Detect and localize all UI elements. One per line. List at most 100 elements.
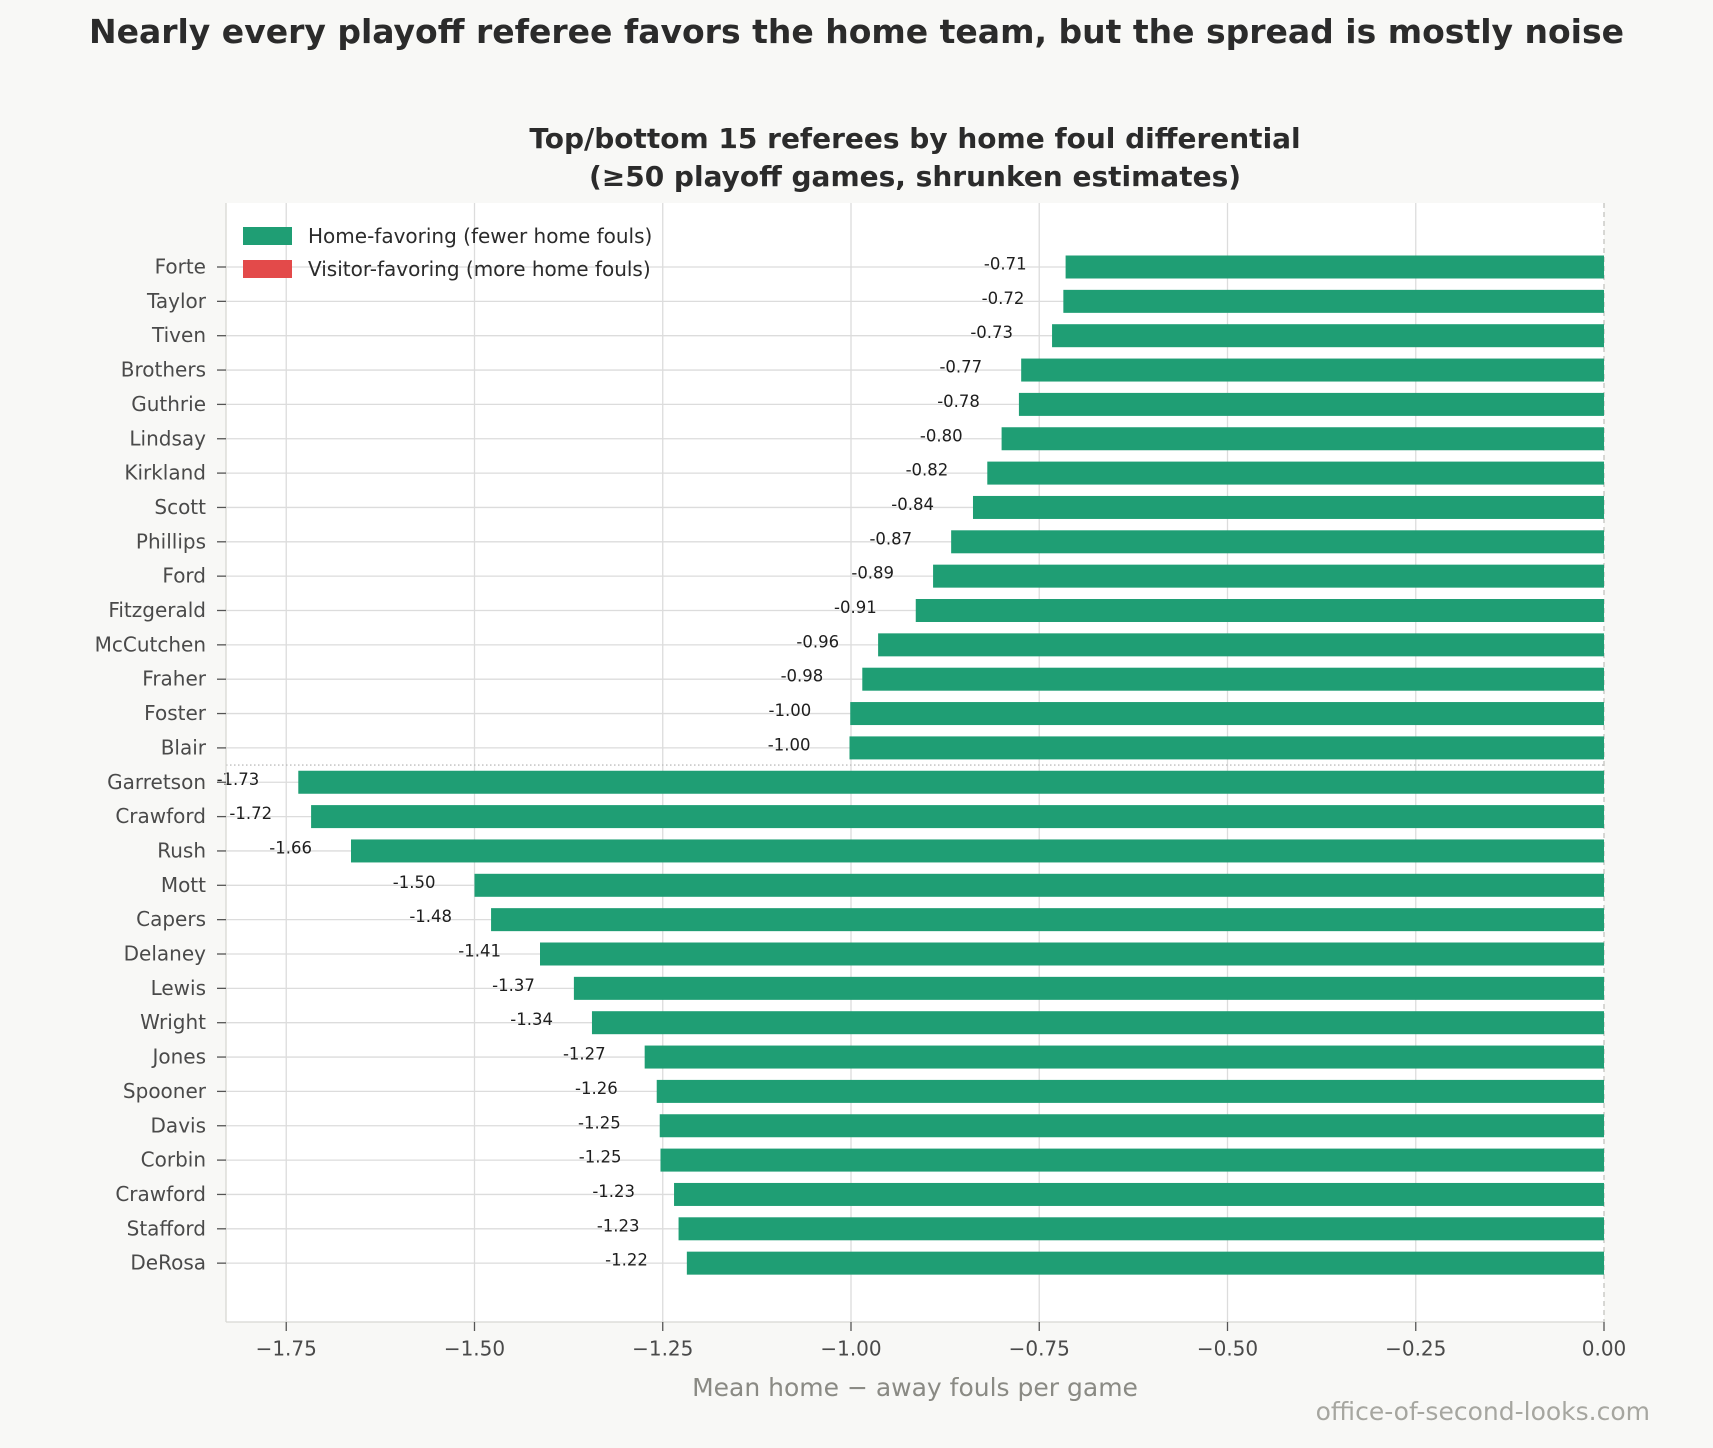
data-label: -0.71 bbox=[984, 255, 1027, 274]
bar bbox=[350, 839, 1604, 863]
data-label: -0.77 bbox=[939, 358, 982, 377]
y-tick-label: Davis bbox=[151, 1113, 206, 1137]
bar bbox=[686, 1251, 1604, 1275]
bar bbox=[1065, 255, 1604, 279]
y-tick-label: Jones bbox=[150, 1045, 206, 1069]
data-label: -1.26 bbox=[575, 1079, 618, 1098]
x-tick-label: −0.50 bbox=[1197, 1337, 1258, 1361]
chart-title-line1: Top/bottom 15 referees by home foul diff… bbox=[529, 122, 1301, 155]
data-label: -0.78 bbox=[937, 392, 980, 411]
y-tick-label: Blair bbox=[161, 735, 207, 759]
data-label: -0.91 bbox=[834, 598, 877, 617]
bar bbox=[540, 942, 1604, 966]
bar bbox=[644, 1045, 1604, 1069]
bar bbox=[660, 1148, 1604, 1172]
bar bbox=[656, 1079, 1604, 1103]
legend-swatch-visitor bbox=[243, 259, 292, 278]
data-label: -1.66 bbox=[269, 838, 312, 857]
x-tick-label: −1.75 bbox=[256, 1337, 317, 1361]
y-tick-label: Crawford bbox=[115, 1182, 206, 1206]
bar bbox=[850, 702, 1604, 726]
x-tick-label: −0.25 bbox=[1385, 1337, 1446, 1361]
y-tick-label: Brothers bbox=[121, 358, 206, 382]
y-tick-label: Stafford bbox=[127, 1216, 206, 1240]
y-tick-label: Crawford bbox=[115, 804, 206, 828]
y-tick-label: Scott bbox=[154, 495, 206, 519]
x-tick-label: −1.00 bbox=[820, 1337, 881, 1361]
x-tick-label: −0.75 bbox=[1009, 1337, 1070, 1361]
bar bbox=[298, 770, 1604, 794]
y-tick-label: Rush bbox=[157, 838, 206, 862]
bar bbox=[987, 461, 1604, 485]
legend-item-home: Home-favoring (fewer home fouls) bbox=[243, 219, 652, 252]
bar bbox=[659, 1114, 1604, 1138]
bars-group bbox=[298, 255, 1605, 1275]
chart-title: Top/bottom 15 referees by home foul diff… bbox=[226, 120, 1604, 196]
y-tick-label: Taylor bbox=[146, 289, 207, 313]
bar bbox=[491, 908, 1605, 932]
legend-label-home: Home-favoring (fewer home fouls) bbox=[308, 223, 653, 248]
data-label: -0.80 bbox=[920, 426, 963, 445]
chart-title-line2: (≥50 playoff games, shrunken estimates) bbox=[588, 160, 1242, 193]
bar bbox=[933, 564, 1604, 588]
bar bbox=[674, 1182, 1604, 1206]
data-label: -1.25 bbox=[578, 1113, 621, 1132]
data-label: -1.27 bbox=[563, 1045, 606, 1064]
bar bbox=[1052, 324, 1604, 348]
y-tick-label: Phillips bbox=[136, 529, 206, 553]
credit-text: office-of-second-looks.com bbox=[1315, 1397, 1650, 1426]
figure-suptitle: Nearly every playoff referee favors the … bbox=[88, 12, 1625, 51]
bar bbox=[1021, 358, 1604, 382]
y-tick-label: Corbin bbox=[141, 1148, 206, 1172]
y-tick-label: Spooner bbox=[123, 1079, 207, 1103]
legend: Home-favoring (fewer home fouls) Visitor… bbox=[243, 219, 652, 285]
data-label: -1.41 bbox=[458, 942, 501, 961]
x-tick-label: 0.00 bbox=[1582, 1337, 1627, 1361]
data-label: -1.48 bbox=[409, 907, 452, 926]
y-tick-label: Forte bbox=[155, 255, 206, 279]
bar bbox=[862, 667, 1604, 691]
bar bbox=[1001, 427, 1604, 451]
data-label: -1.73 bbox=[217, 770, 260, 789]
data-label: -1.00 bbox=[768, 735, 811, 754]
y-tick-label: Delaney bbox=[124, 942, 206, 966]
bar bbox=[678, 1217, 1604, 1241]
x-axis: −1.75 −1.50 −1.25 −1.00 −0.75 −0.50 −0.25 0.00 bbox=[226, 1321, 1627, 1361]
y-tick-label: Wright bbox=[140, 1010, 206, 1034]
data-label: -1.23 bbox=[592, 1182, 635, 1201]
legend-swatch-home bbox=[243, 226, 292, 245]
y-tick-label: Fitzgerald bbox=[108, 598, 206, 622]
data-labels-group: -0.71 -0.72 -0.73 -0.77 -0.78 -0.80 -0.82 -0.84… bbox=[217, 255, 1027, 1270]
bar bbox=[1018, 392, 1604, 416]
legend-label-visitor: Visitor-favoring (more home fouls) bbox=[308, 256, 651, 281]
data-label: -1.37 bbox=[492, 976, 535, 995]
y-tick-label: Mott bbox=[161, 873, 206, 897]
legend-item-visitor: Visitor-favoring (more home fouls) bbox=[243, 252, 652, 285]
bar bbox=[951, 530, 1604, 554]
bar bbox=[311, 805, 1605, 829]
bar bbox=[474, 873, 1604, 897]
data-label: -1.00 bbox=[769, 701, 812, 720]
bar bbox=[591, 1011, 1604, 1035]
data-label: -1.72 bbox=[229, 804, 272, 823]
y-tick-label: McCutchen bbox=[95, 632, 206, 656]
data-label: -0.72 bbox=[982, 289, 1025, 308]
x-tick-label: −1.50 bbox=[444, 1337, 505, 1361]
y-tick-label: Tiven bbox=[151, 323, 206, 347]
y-tick-label: Lindsay bbox=[129, 426, 206, 450]
data-label: -1.23 bbox=[597, 1216, 640, 1235]
y-tick-label: Foster bbox=[144, 701, 207, 725]
data-label: -1.34 bbox=[510, 1010, 553, 1029]
bar bbox=[573, 976, 1604, 1000]
y-tick-label: Garretson bbox=[107, 770, 206, 794]
y-tick-label: Fraher bbox=[142, 667, 207, 691]
y-tick-label: Lewis bbox=[151, 976, 206, 1000]
bar bbox=[915, 599, 1604, 622]
data-label: -0.73 bbox=[970, 323, 1013, 342]
bar bbox=[878, 633, 1604, 657]
data-label: -0.82 bbox=[906, 461, 949, 480]
x-axis-label: Mean home − away fouls per game bbox=[692, 1373, 1138, 1402]
data-label: -0.89 bbox=[851, 564, 894, 583]
data-label: -1.25 bbox=[579, 1148, 622, 1167]
